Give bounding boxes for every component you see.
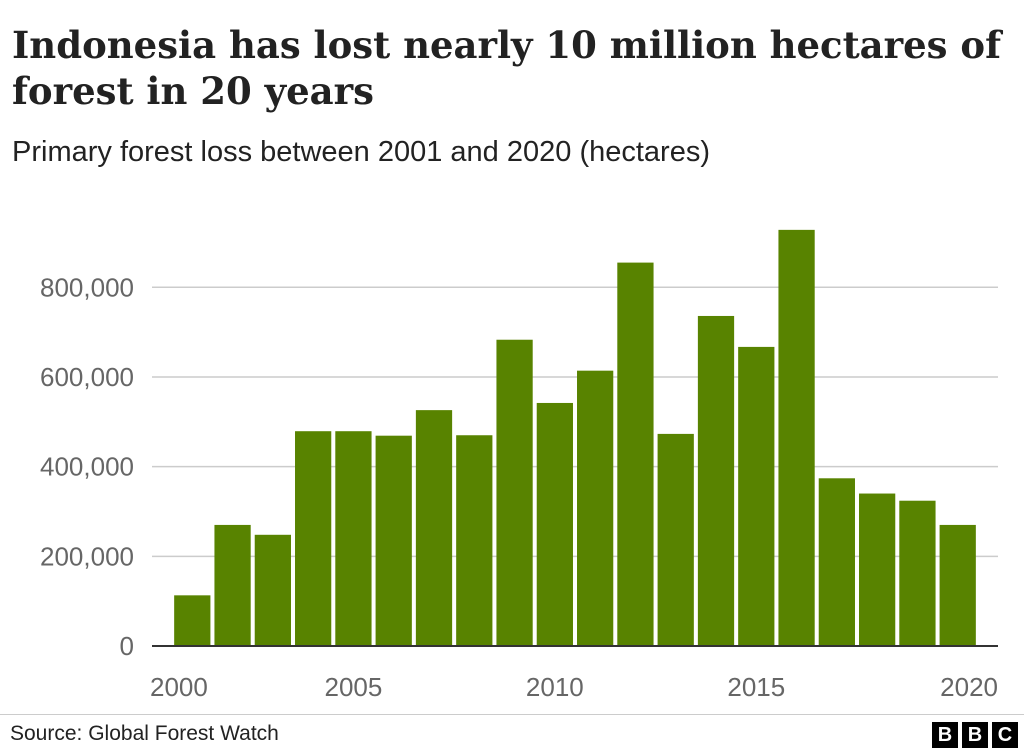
y-tick-label: 800,000: [40, 272, 134, 302]
bbc-logo-letter: B: [932, 722, 958, 748]
bar: [939, 524, 976, 646]
bar: [335, 431, 372, 646]
bbc-logo: B B C: [932, 722, 1018, 748]
y-tick-label: 600,000: [40, 362, 134, 392]
y-tick-label: 200,000: [40, 541, 134, 571]
bbc-logo-letter: B: [962, 722, 988, 748]
chart-title: Indonesia has lost nearly 10 million hec…: [12, 23, 1001, 113]
bar: [536, 402, 573, 646]
bar: [375, 435, 412, 646]
bar: [778, 229, 815, 646]
footer-divider: [0, 714, 1024, 715]
chart-subtitle: Primary forest loss between 2001 and 202…: [12, 136, 710, 168]
bar: [214, 524, 251, 646]
x-tick-label: 2020: [940, 672, 998, 702]
bar: [859, 493, 896, 646]
bar: [456, 435, 493, 646]
x-tick-label: 2010: [526, 672, 584, 702]
bbc-logo-letter: C: [992, 722, 1018, 748]
y-tick-label: 0: [120, 631, 134, 661]
bar: [415, 410, 453, 646]
x-tick-label: 2005: [325, 672, 383, 702]
bar: [657, 433, 694, 646]
bar: [818, 478, 855, 646]
axes: 0 200,000 400,000 600,000 800,000 2000 2005 201…: [40, 272, 998, 702]
bar: [899, 500, 936, 646]
source-note: Source: Global Forest Watch: [10, 722, 279, 745]
bar: [496, 339, 533, 646]
bars: [174, 229, 976, 646]
bar: [577, 370, 614, 646]
bar: [738, 346, 775, 646]
grid-lines: [152, 286, 998, 558]
bar: [254, 534, 291, 646]
bar-chart: 0 200,000 400,000 600,000 800,000 2000 2005 201…: [40, 229, 998, 702]
bar: [617, 262, 654, 646]
bar: [697, 315, 735, 646]
bar: [174, 595, 211, 646]
bar: [295, 431, 332, 646]
y-tick-label: 400,000: [40, 452, 134, 482]
x-tick-label: 2000: [150, 672, 208, 702]
x-tick-label: 2015: [727, 672, 785, 702]
